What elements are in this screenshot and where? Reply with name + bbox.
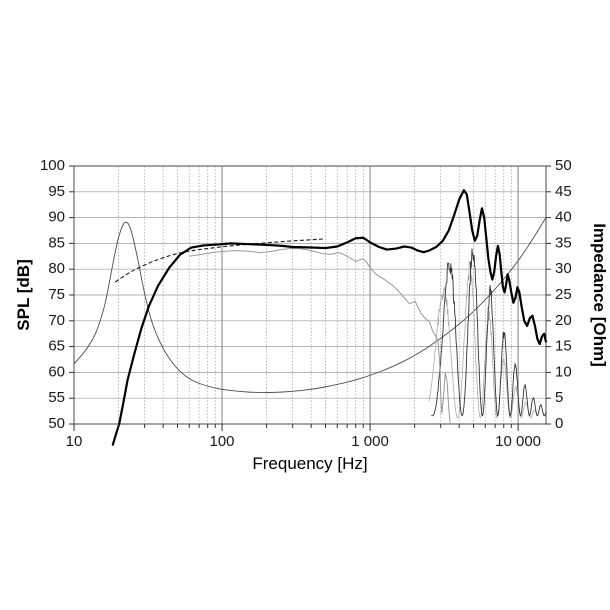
svg-text:70: 70 <box>48 312 65 329</box>
svg-text:10 000: 10 000 <box>495 433 541 450</box>
svg-text:5: 5 <box>555 389 563 406</box>
svg-text:100: 100 <box>40 157 65 174</box>
svg-text:0: 0 <box>555 415 563 432</box>
svg-text:20: 20 <box>555 312 572 329</box>
svg-text:55: 55 <box>48 389 65 406</box>
svg-text:10: 10 <box>66 433 83 450</box>
svg-text:60: 60 <box>48 363 65 380</box>
svg-text:35: 35 <box>555 234 572 251</box>
svg-text:85: 85 <box>48 234 65 251</box>
svg-text:15: 15 <box>555 338 572 355</box>
svg-text:45: 45 <box>555 183 572 200</box>
svg-text:1 000: 1 000 <box>351 433 389 450</box>
svg-text:Impedance [Ohm]: Impedance [Ohm] <box>590 223 609 367</box>
svg-text:90: 90 <box>48 209 65 226</box>
svg-text:50: 50 <box>48 415 65 432</box>
svg-text:100: 100 <box>210 433 235 450</box>
svg-text:SPL [dB]: SPL [dB] <box>14 259 33 330</box>
svg-text:50: 50 <box>555 157 572 174</box>
svg-text:40: 40 <box>555 209 572 226</box>
svg-text:65: 65 <box>48 338 65 355</box>
svg-text:25: 25 <box>555 286 572 303</box>
svg-text:75: 75 <box>48 286 65 303</box>
svg-text:10: 10 <box>555 363 572 380</box>
svg-text:30: 30 <box>555 260 572 277</box>
svg-text:Frequency [Hz]: Frequency [Hz] <box>252 454 367 473</box>
svg-text:95: 95 <box>48 183 65 200</box>
svg-text:80: 80 <box>48 260 65 277</box>
